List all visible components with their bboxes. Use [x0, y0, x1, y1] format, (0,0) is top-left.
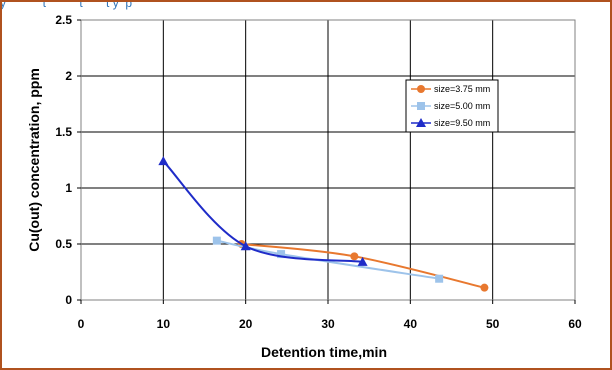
legend-label: size=3.75 mm	[434, 84, 490, 94]
data-point	[350, 252, 359, 261]
x-tick-label: 20	[239, 317, 253, 331]
x-tick-label: 50	[486, 317, 500, 331]
data-point	[357, 256, 368, 266]
legend-label: size=9.50 mm	[434, 118, 490, 128]
grid-lines	[81, 20, 575, 300]
legend-item: size=3.75 mm	[411, 84, 490, 94]
legend-item: size=5.00 mm	[411, 101, 490, 111]
data-point	[212, 236, 221, 245]
x-tick-label: 30	[321, 317, 335, 331]
legend-items: size=3.75 mm size=5.00 mm size=9.50 mm	[411, 84, 490, 128]
legend-marker	[417, 102, 425, 110]
y-tick-label: 2	[65, 69, 72, 83]
y-tick-label: 0	[65, 293, 72, 307]
x-tick-label: 40	[404, 317, 418, 331]
legend-label: size=5.00 mm	[434, 101, 490, 111]
y-axis-ticks: 0 0.5 1 1.5 2 2.5	[55, 13, 81, 307]
y-tick-label: 0.5	[55, 237, 72, 251]
series-2	[212, 236, 444, 283]
data-point	[158, 156, 169, 166]
x-tick-label: 10	[157, 317, 171, 331]
x-tick-label: 0	[78, 317, 85, 331]
data-point	[480, 283, 489, 292]
data-point	[240, 241, 251, 251]
series-layer	[158, 156, 489, 292]
legend: size=3.75 mm size=5.00 mm size=9.50 mm	[405, 79, 499, 133]
y-tick-label: 1.5	[55, 125, 72, 139]
legend-marker	[416, 118, 426, 127]
x-axis-label: Detention time,min	[261, 344, 387, 360]
y-axis-label: Cu(out) concentration, ppm	[26, 68, 42, 252]
y-tick-label: 1	[65, 181, 72, 195]
x-tick-label: 60	[568, 317, 582, 331]
series-3	[158, 156, 368, 266]
x-axis-ticks: 0 10 20 30 40 50 60	[78, 300, 582, 331]
legend-item: size=9.50 mm	[411, 118, 490, 128]
y-tick-label: 2.5	[55, 13, 72, 27]
data-point	[435, 274, 444, 283]
data-point	[277, 250, 286, 259]
plot-area	[80, 19, 576, 301]
legend-marker	[417, 85, 425, 93]
series-line	[216, 239, 440, 280]
top-caption: y t t t y p	[0, 0, 133, 10]
